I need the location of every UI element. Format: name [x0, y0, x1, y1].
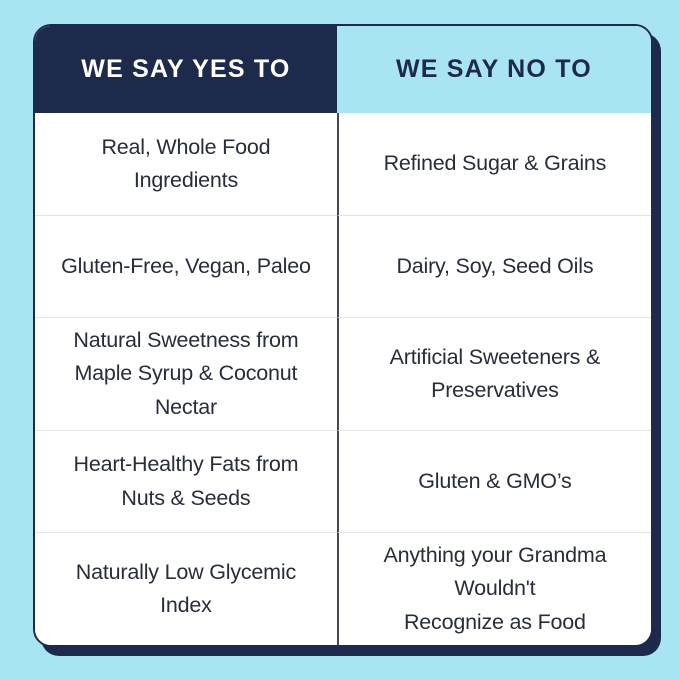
- header-we-say-no-to: WE SAY NO TO: [336, 26, 651, 113]
- comparison-table-card: WE SAY YES TO WE SAY NO TO Real, Whole F…: [33, 24, 653, 647]
- table-row-2-yes-cell: Gluten-Free, Vegan, Paleo: [35, 215, 337, 318]
- table-row-5-yes-cell: Naturally Low Glycemic Index: [35, 532, 337, 645]
- table-row-4-no-cell: Gluten & GMO’s: [336, 430, 651, 533]
- table-row-5-no-cell: Anything your Grandma Wouldn't Recognize…: [336, 532, 651, 645]
- table-row-4-yes-cell: Heart-Healthy Fats from Nuts & Seeds: [35, 430, 337, 533]
- table-row-1-yes-cell: Real, Whole Food Ingredients: [35, 113, 337, 216]
- header-we-say-yes-to: WE SAY YES TO: [35, 26, 337, 113]
- table-row-3-no-cell: Artificial Sweeteners & Preservatives: [336, 317, 651, 431]
- table-row-1-no-cell: Refined Sugar & Grains: [336, 113, 651, 216]
- table-row-3-yes-cell: Natural Sweetness from Maple Syrup & Coc…: [35, 317, 337, 431]
- table-row-2-no-cell: Dairy, Soy, Seed Oils: [336, 215, 651, 318]
